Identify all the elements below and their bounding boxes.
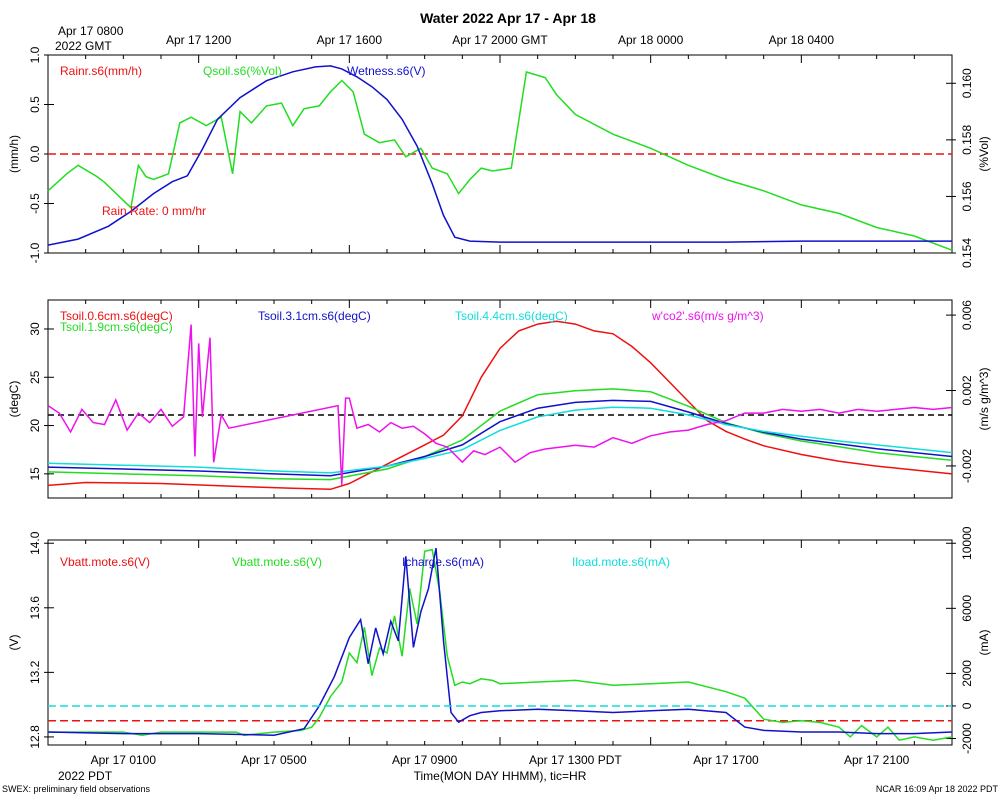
legend-label: Vbatt.mote.s6(V) bbox=[60, 555, 150, 569]
gmt-axis-start-line1: Apr 17 0800 bbox=[58, 24, 124, 38]
y-right-tick-label: 10000 bbox=[960, 526, 974, 560]
y-left-tick-label: 14.0 bbox=[28, 531, 42, 555]
chart-title: Water 2022 Apr 17 - Apr 18 bbox=[420, 10, 596, 26]
y-right-tick-label: 6000 bbox=[960, 595, 974, 622]
legend-label: Icharge.s6(mA) bbox=[402, 555, 484, 569]
y-right-tick-label: 0.156 bbox=[960, 181, 974, 211]
y-right-axis-title: (mA) bbox=[977, 630, 991, 656]
pdt-year-label: 2022 PDT bbox=[58, 769, 113, 783]
gmt-axis-start-line2: 2022 GMT bbox=[55, 39, 112, 53]
y-left-tick-label: 30 bbox=[28, 322, 42, 336]
y-right-tick-label: 0.160 bbox=[960, 68, 974, 98]
gmt-tick-label: Apr 17 2000 GMT bbox=[452, 33, 548, 47]
y-left-tick-label: 0.0 bbox=[28, 145, 42, 162]
y-left-tick-label: -1.0 bbox=[28, 242, 42, 263]
gmt-tick-label: Apr 17 1600 bbox=[317, 33, 383, 47]
y-right-tick-label: 2000 bbox=[960, 660, 974, 687]
pdt-axis-labels: Apr 17 0100 Apr 17 0500 Apr 17 0900 Apr 17 … bbox=[91, 753, 910, 767]
y-left-tick-label: -0.5 bbox=[28, 193, 42, 214]
gmt-tick-label: Apr 18 0400 bbox=[769, 33, 835, 47]
gmt-tick-label: Apr 17 1200 bbox=[166, 33, 232, 47]
legend-label: Tsoil.0.6cm.s6(degC) bbox=[60, 309, 173, 323]
pdt-tick-label: Apr 17 1700 bbox=[693, 753, 759, 767]
footer-left-note: SWEX: preliminary field observations bbox=[2, 784, 151, 794]
gmt-tick-label: Apr 18 0000 bbox=[618, 33, 684, 47]
y-left-tick-label: 15 bbox=[28, 467, 42, 481]
y-left-tick-label: 25 bbox=[28, 370, 42, 384]
legend-label: Qsoil.s6(%Vol) bbox=[203, 64, 282, 78]
pdt-tick-label: Apr 17 2100 bbox=[844, 753, 910, 767]
y-left-tick-label: 1.0 bbox=[28, 46, 42, 63]
pdt-tick-label: Apr 17 0900 bbox=[392, 753, 458, 767]
y-right-tick-label: 0.006 bbox=[960, 300, 974, 330]
pdt-tick-label: Apr 17 0500 bbox=[241, 753, 307, 767]
series-line-green bbox=[47, 388, 953, 481]
series-line-blue bbox=[47, 65, 952, 246]
legend-label: Tsoil.3.1cm.s6(degC) bbox=[258, 309, 371, 323]
power-panel: 12.8 13.2 13.6 14.0 -2000 0 2000 6000 10000 (V) (m… bbox=[7, 526, 991, 754]
legend-label: Vbatt.mote.s6(V) bbox=[232, 555, 322, 569]
footer-right-timestamp: NCAR 16:09 Apr 18 2022 PDT bbox=[876, 784, 999, 794]
series-line-cyan bbox=[47, 406, 953, 474]
series-line-green bbox=[48, 548, 953, 742]
pdt-tick-label: Apr 17 0100 bbox=[91, 753, 157, 767]
y-left-tick-label: 13.6 bbox=[28, 596, 42, 620]
y-right-tick-label: 0.154 bbox=[960, 238, 974, 268]
chart-panels: -1.0 -0.5 0.0 0.5 1.0 0.154 0.156 0.158 0.160 (mm… bbox=[7, 46, 991, 754]
y-left-axis-title: (V) bbox=[7, 635, 21, 651]
series-line-blue bbox=[47, 547, 953, 736]
y-left-axis-title: (degC) bbox=[7, 381, 21, 418]
y-left-tick-label: 0.5 bbox=[28, 96, 42, 113]
y-left-tick-label: 12.8 bbox=[28, 725, 42, 749]
y-left-tick-label: 13.2 bbox=[28, 660, 42, 684]
y-left-axis-title: (mm/h) bbox=[7, 135, 21, 173]
legend-label: Wetness.s6(V) bbox=[347, 64, 425, 78]
legend-label: w'co2'.s6(m/s g/m^3) bbox=[651, 309, 764, 323]
y-right-tick-label: -0.002 bbox=[960, 449, 974, 483]
legend-label: Tsoil.4.4cm.s6(degC) bbox=[455, 309, 568, 323]
pdt-tick-label: Apr 17 1300 PDT bbox=[529, 753, 622, 767]
rain-rate-annotation: Rain Rate: 0 mm/hr bbox=[102, 204, 206, 218]
legend-label: Rainr.s6(mm/h) bbox=[60, 64, 142, 78]
legend-label: Tsoil.1.9cm.s6(degC) bbox=[60, 320, 173, 334]
y-right-tick-label: -2000 bbox=[960, 723, 974, 754]
y-left-tick-label: 20 bbox=[28, 419, 42, 433]
series-line-green bbox=[47, 71, 953, 251]
y-right-tick-label: 0.002 bbox=[960, 375, 974, 405]
water-panel: -1.0 -0.5 0.0 0.5 1.0 0.154 0.156 0.158 0.160 (mm… bbox=[7, 46, 991, 268]
y-right-axis-title: (%Vol) bbox=[977, 136, 991, 171]
y-right-tick-label: 0 bbox=[960, 702, 974, 709]
soil-temperature-panel: 15 20 25 30 -0.002 0.002 0.006 (degC) (m/s g/m^3… bbox=[7, 299, 991, 499]
series-line-red bbox=[47, 320, 953, 491]
gmt-axis-labels: Apr 17 1200 Apr 17 1600 Apr 17 2000 GMT Apr… bbox=[166, 33, 834, 47]
y-right-tick-label: 0.158 bbox=[960, 125, 974, 155]
legend-label: Iload.mote.s6(mA) bbox=[572, 555, 670, 569]
x-axis-title: Time(MON DAY HHMM), tic=HR bbox=[414, 769, 587, 783]
y-right-axis-title: (m/s g/m^3) bbox=[977, 368, 991, 431]
series-line-blue bbox=[47, 399, 953, 477]
series-line-magenta bbox=[47, 324, 953, 485]
